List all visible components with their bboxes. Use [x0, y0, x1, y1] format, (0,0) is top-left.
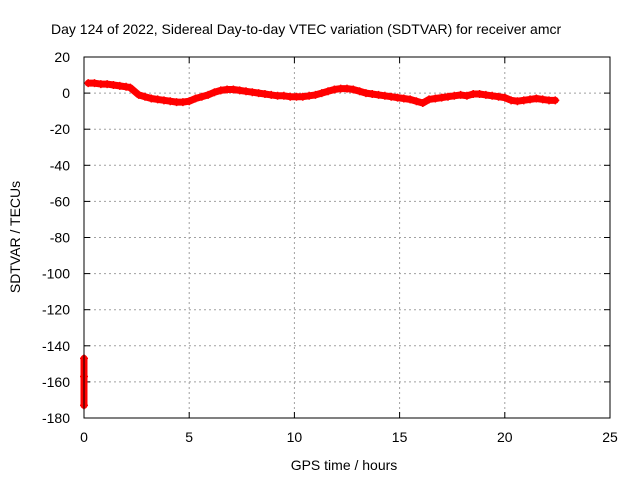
- x-tick-label: 5: [185, 429, 193, 445]
- data-point: [197, 92, 206, 101]
- data-point: [330, 85, 339, 94]
- data-point: [115, 81, 124, 90]
- data-point: [126, 83, 135, 92]
- data-point: [399, 94, 408, 103]
- data-point: [368, 90, 377, 99]
- data-point: [361, 89, 370, 98]
- data-point: [374, 90, 383, 99]
- data-point: [141, 92, 150, 101]
- data-point: [538, 95, 547, 104]
- data-point: [431, 94, 440, 103]
- data-point: [412, 97, 421, 106]
- data-point: [494, 92, 503, 101]
- y-tick-labels: 20 0 -20 -40 -60 -80 -100 -120 -140 -160 -180: [42, 49, 70, 426]
- x-tick-label: 10: [287, 429, 303, 445]
- data-point: [166, 97, 175, 106]
- data-point: [122, 82, 131, 91]
- y-tick-label: -100: [42, 266, 70, 282]
- data-point: [532, 94, 541, 103]
- data-point: [159, 96, 168, 105]
- data-point: [519, 96, 528, 105]
- data-point: [488, 91, 497, 100]
- data-point: [406, 95, 415, 104]
- data-point: [450, 91, 459, 100]
- data-point: [311, 90, 320, 99]
- y-tick-label: -160: [42, 374, 70, 390]
- data-point: [551, 96, 560, 105]
- y-tick-label: -180: [42, 410, 70, 426]
- series-sdtvar: [80, 79, 560, 410]
- data-point: [387, 92, 396, 101]
- plot-frame: [83, 56, 611, 419]
- grid-lines: [84, 57, 610, 418]
- data-point: [324, 87, 333, 96]
- data-point: [267, 90, 276, 99]
- y-axis-label: SDTVAR / TECUs: [7, 181, 23, 293]
- data-point: [260, 90, 269, 99]
- data-point: [254, 89, 263, 98]
- data-point: [462, 91, 471, 100]
- data-point: [343, 84, 351, 93]
- data-point: [317, 89, 326, 98]
- y-tick-label: -140: [42, 338, 70, 354]
- data-point: [437, 93, 446, 102]
- x-tick-label: 0: [80, 429, 88, 445]
- y-tick-label: 20: [54, 49, 70, 65]
- data-point: [103, 80, 112, 89]
- chart-title: Day 124 of 2022, Sidereal Day-to-day VTE…: [51, 21, 561, 37]
- y-tick-label: -60: [50, 193, 70, 209]
- data-point: [418, 99, 427, 108]
- data-point: [235, 86, 244, 95]
- data-point: [456, 90, 465, 99]
- y-tick-label: -80: [50, 230, 70, 246]
- x-tick-label: 15: [392, 429, 408, 445]
- y-tick-label: -20: [50, 121, 70, 137]
- data-point: [481, 90, 490, 99]
- data-point: [147, 94, 156, 103]
- data-point: [153, 95, 162, 104]
- data-point: [191, 94, 200, 103]
- data-point: [248, 88, 257, 97]
- data-point: [242, 87, 251, 96]
- x-tick-labels: 0 5 10 15 20 25: [80, 429, 618, 445]
- x-tick-label: 20: [497, 429, 513, 445]
- y-tick-label: -40: [50, 157, 70, 173]
- data-point: [204, 90, 213, 99]
- data-point: [298, 92, 307, 101]
- data-point: [425, 95, 434, 104]
- y-tick-label: -120: [42, 302, 70, 318]
- data-point: [109, 80, 118, 89]
- x-axis-label: GPS time / hours: [291, 457, 398, 473]
- data-point: [443, 92, 452, 101]
- axis-ticks: [83, 56, 611, 419]
- data-point: [178, 98, 187, 107]
- data-point: [513, 97, 522, 106]
- data-point: [349, 85, 358, 94]
- y-tick-label: 0: [62, 85, 70, 101]
- data-point: [229, 85, 238, 94]
- data-point: [526, 95, 535, 104]
- data-point: [475, 90, 484, 99]
- data-point: [393, 93, 402, 102]
- data-point: [134, 90, 143, 99]
- data-point: [500, 93, 509, 102]
- data-point: [279, 91, 288, 100]
- x-tick-label: 25: [602, 429, 618, 445]
- data-point: [305, 91, 314, 100]
- data-point: [210, 88, 219, 97]
- data-point: [216, 86, 225, 95]
- data-point: [90, 79, 99, 88]
- data-series: [80, 79, 560, 410]
- data-point: [380, 91, 389, 100]
- data-point: [507, 96, 516, 105]
- data-point: [185, 97, 194, 106]
- data-point: [355, 87, 364, 96]
